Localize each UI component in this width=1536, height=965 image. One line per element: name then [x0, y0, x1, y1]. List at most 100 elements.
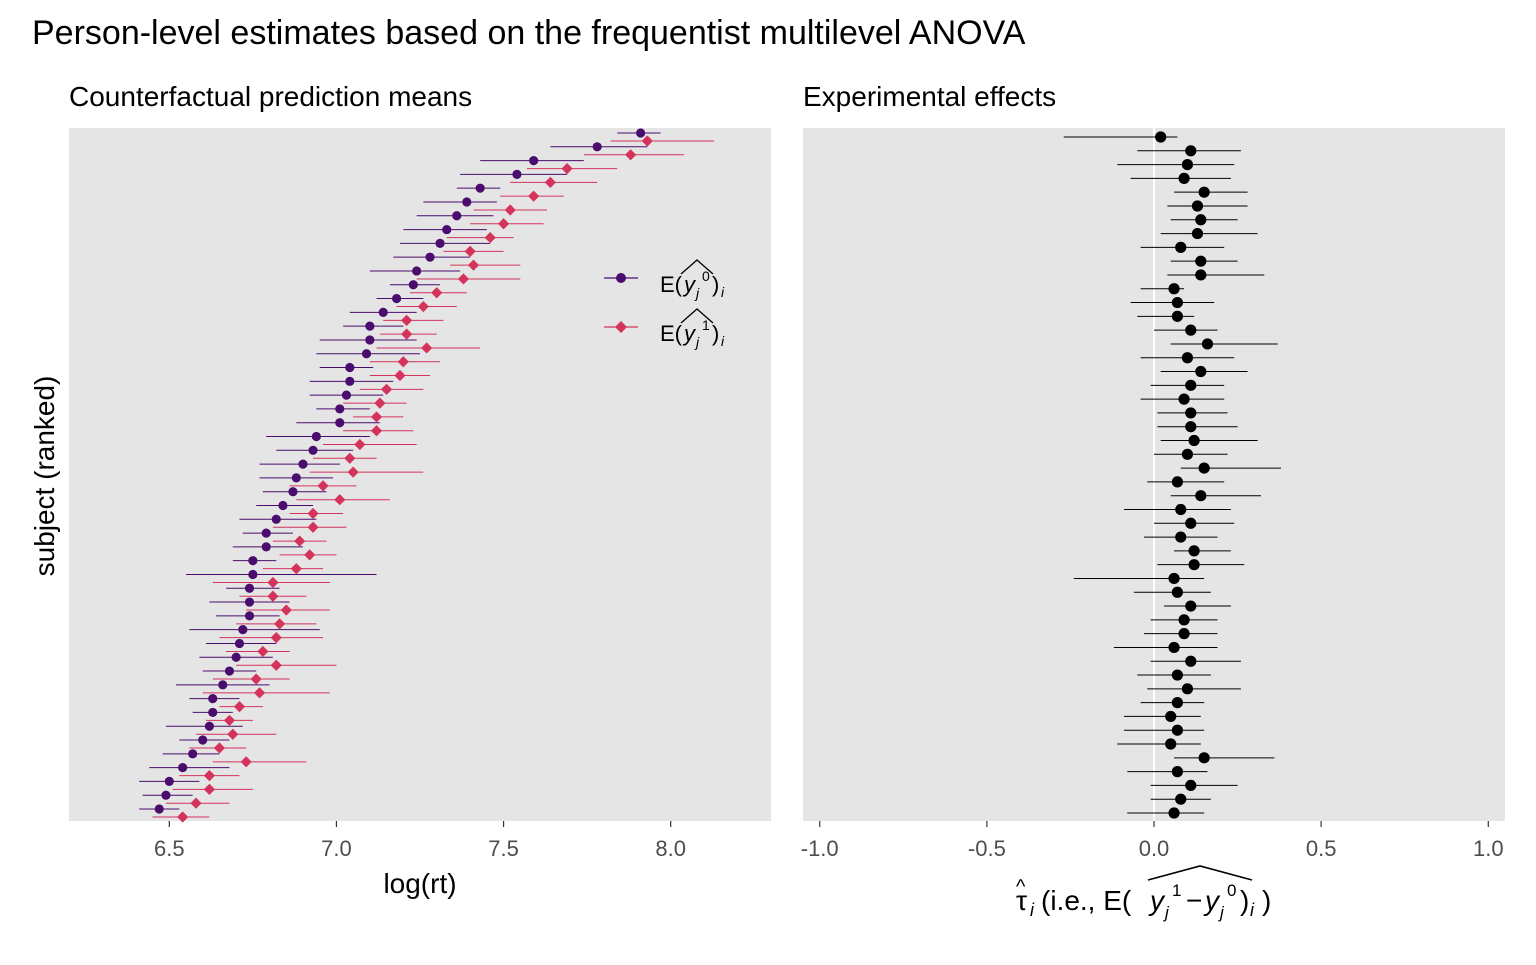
y1-point: [307, 521, 319, 533]
effect-point: [1171, 697, 1183, 709]
y1-point: [294, 535, 306, 547]
effect-point: [1198, 462, 1210, 474]
y1-point: [561, 162, 573, 175]
effect-point: [1181, 448, 1194, 460]
y1-point: [203, 783, 215, 796]
effect-point: [1171, 586, 1183, 598]
effect-point: [1185, 379, 1197, 391]
x-tick-label: 7.5: [488, 836, 519, 861]
y0-point: [218, 680, 228, 690]
y0-point: [365, 321, 375, 331]
y0-term: y: [1203, 885, 1221, 916]
y1-point: [190, 797, 202, 809]
effect-point: [1165, 710, 1177, 723]
y1-sup: 1: [1172, 881, 1181, 900]
right-x-axis: -1.0 -0.5 0.0 0.5 1.0: [801, 821, 1504, 861]
effect-point: [1195, 365, 1207, 378]
legend-y1-j: j: [694, 334, 700, 350]
y0-point: [341, 390, 352, 400]
effect-point: [1178, 172, 1190, 184]
y1-point: [274, 618, 286, 630]
y0-point: [234, 638, 245, 649]
effect-point: [1168, 283, 1180, 295]
y1-point: [213, 742, 226, 754]
y1-point: [625, 149, 637, 161]
effect-point: [1188, 559, 1200, 571]
y0-point: [365, 335, 375, 345]
y0-point: [335, 418, 345, 428]
y1-point: [397, 356, 409, 368]
legend-y0-j: j: [694, 285, 700, 301]
right-x-axis-label: τ ^ i (i.e., E( y j 1 − y j 0 ) i ): [1016, 865, 1271, 922]
y1-point: [421, 342, 433, 354]
legend-y1-i: i: [721, 333, 725, 349]
y0-point: [271, 514, 281, 524]
effect-point: [1175, 531, 1187, 543]
x-tick-label: 1.0: [1473, 836, 1504, 861]
y0-point: [178, 763, 188, 773]
y1-point: [203, 770, 215, 782]
y0-point: [161, 790, 171, 800]
y0-point: [311, 431, 321, 442]
y1-point: [497, 218, 510, 230]
effect-point: [1201, 338, 1214, 350]
y0-point: [278, 500, 288, 511]
left-x-axis-label: log(rt): [383, 868, 456, 899]
y-axis-label: subject (ranked): [29, 376, 60, 577]
legend-y0-hat: [680, 259, 714, 275]
legend-y0-marker: [616, 273, 626, 283]
tau-hat-mark: ^: [1016, 876, 1026, 898]
y1-point: [401, 328, 413, 340]
effect-point: [1185, 600, 1197, 612]
y0-point: [291, 473, 301, 483]
effect-point: [1175, 793, 1187, 805]
effect-point: [1191, 227, 1204, 240]
legend-y1-label: E( y j 1 ) i: [660, 308, 725, 350]
effect-point: [1188, 434, 1200, 447]
y1-point: [233, 701, 246, 713]
legend: E( y j 0 ) i E( y j 1 ) i: [604, 259, 725, 350]
y1-point: [417, 300, 429, 313]
legend-y0-i: i: [721, 284, 725, 300]
effect-point: [1171, 296, 1183, 309]
y1-point: [250, 673, 262, 685]
y0-point: [425, 252, 435, 262]
y0-point: [261, 542, 271, 552]
y0-point: [345, 376, 355, 386]
effect-point: [1175, 241, 1187, 253]
y0-point: [164, 776, 174, 787]
effect-point: [1185, 779, 1197, 792]
y1-point: [267, 576, 279, 589]
y0-point: [408, 280, 418, 290]
y1-point: [544, 176, 556, 188]
effect-point: [1195, 255, 1207, 267]
y1-point: [354, 438, 366, 451]
legend-y1-E: E(: [660, 321, 683, 346]
y0-point: [345, 362, 355, 373]
final-paren: ): [1262, 885, 1271, 916]
effect-point: [1168, 807, 1180, 819]
y0-point: [475, 183, 485, 193]
legend-y0-label: E( y j 0 ) i: [660, 259, 725, 301]
minus-sign: −: [1186, 885, 1202, 916]
y1-point: [270, 632, 282, 644]
y0-point: [231, 652, 241, 662]
y1-point: [334, 494, 346, 506]
y1-point: [270, 659, 282, 671]
left-panel-marks: [139, 128, 715, 823]
effect-point: [1185, 324, 1197, 336]
effect-point: [1185, 421, 1197, 433]
y1-point: [431, 287, 443, 299]
y0-point: [452, 211, 462, 221]
y1-point: [467, 259, 480, 271]
y0-point: [244, 611, 255, 621]
left-panel-background: [69, 128, 771, 821]
y0-point: [248, 556, 258, 566]
y1-point: [304, 549, 316, 561]
y0-point: [412, 266, 422, 276]
y1-term: y: [1148, 885, 1166, 916]
y0-point: [188, 749, 198, 759]
y0-point: [435, 238, 445, 248]
y1-point: [223, 714, 236, 727]
